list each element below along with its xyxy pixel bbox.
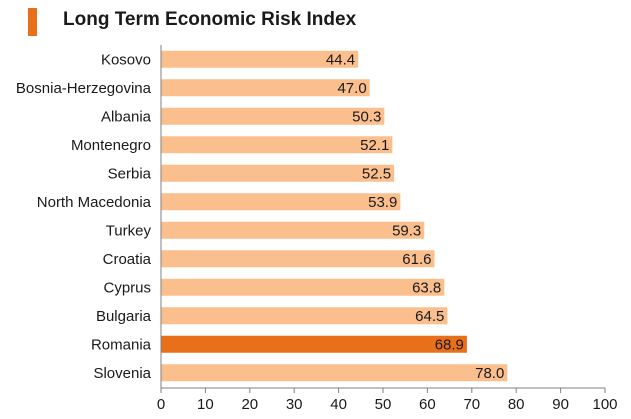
category-label: Croatia	[103, 251, 152, 268]
data-label: 61.6	[402, 251, 431, 268]
x-tick-label: 30	[286, 396, 303, 413]
category-label: Romania	[91, 336, 152, 353]
category-label: Kosovo	[101, 51, 151, 68]
bar	[161, 50, 359, 68]
x-tick-label: 50	[375, 396, 392, 413]
bar	[161, 250, 435, 268]
data-label: 78.0	[475, 365, 504, 382]
category-label: Montenegro	[71, 137, 151, 154]
data-label: 50.3	[352, 108, 381, 125]
data-label: 59.3	[392, 222, 421, 239]
bar	[161, 136, 393, 154]
bar	[161, 364, 508, 382]
bar	[161, 164, 395, 182]
data-label: 52.5	[362, 165, 391, 182]
title-accent-bar	[28, 8, 37, 36]
x-tick-label: 70	[463, 396, 480, 413]
category-label: Albania	[101, 108, 152, 125]
x-tick-label: 40	[330, 396, 347, 413]
data-label: 68.9	[435, 336, 464, 353]
data-label: 52.1	[360, 137, 389, 154]
data-label: 44.4	[326, 51, 355, 68]
x-tick-label: 100	[592, 396, 617, 413]
x-tick-label: 10	[197, 396, 214, 413]
bar-highlight	[161, 335, 467, 353]
category-label: Cyprus	[103, 279, 151, 296]
category-label: Bosnia-Herzegovina	[16, 80, 152, 97]
data-label: 53.9	[368, 194, 397, 211]
bar	[161, 193, 401, 211]
category-label: Turkey	[106, 222, 152, 239]
data-label: 63.8	[412, 279, 441, 296]
category-label: Bulgaria	[96, 308, 152, 325]
category-label: Slovenia	[93, 365, 151, 382]
x-tick-label: 0	[157, 396, 165, 413]
bar	[161, 221, 425, 239]
chart-title: Long Term Economic Risk Index	[63, 9, 357, 30]
x-tick-label: 80	[508, 396, 525, 413]
category-label: Serbia	[108, 165, 152, 182]
bar	[161, 307, 448, 325]
bar	[161, 278, 445, 296]
x-tick-label: 20	[241, 396, 258, 413]
x-tick-label: 90	[552, 396, 569, 413]
x-tick-label: 60	[419, 396, 436, 413]
bar	[161, 79, 370, 97]
bar	[161, 107, 385, 125]
data-label: 47.0	[337, 80, 366, 97]
category-label: North Macedonia	[37, 194, 152, 211]
data-label: 64.5	[415, 308, 444, 325]
